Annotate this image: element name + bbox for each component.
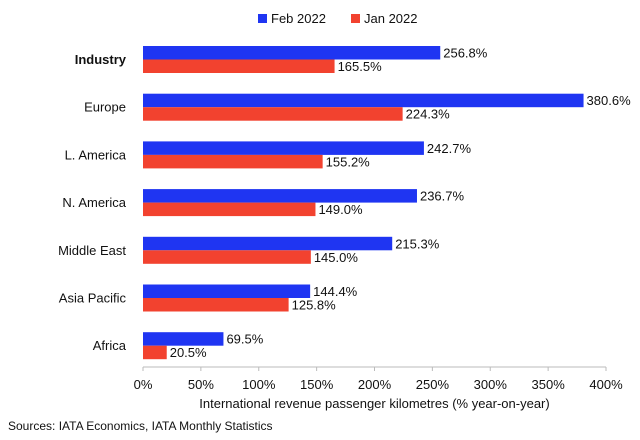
data-label-2-5: 145.0% — [314, 250, 359, 265]
x-tick-label-9: 400% — [589, 377, 623, 392]
category-label-2: Europe — [84, 100, 126, 115]
legend-swatch-1 — [258, 14, 267, 23]
x-tick-label-7: 300% — [474, 377, 508, 392]
bar-1-7 — [143, 332, 224, 346]
bar-1-6 — [143, 284, 311, 298]
bar-1-1 — [143, 46, 441, 60]
data-label-2-2: 224.3% — [406, 107, 451, 122]
bar-2-6 — [143, 298, 289, 312]
category-label-6: Asia Pacific — [59, 291, 127, 306]
x-tick-label-1: 0% — [134, 377, 153, 392]
data-label-1-2: 380.6% — [587, 93, 632, 108]
data-label-1-7: 69.5% — [226, 332, 263, 347]
x-tick-label-6: 250% — [416, 377, 450, 392]
bar-2-4 — [143, 202, 316, 217]
bar-2-3 — [143, 154, 323, 169]
bar-2-7 — [143, 345, 167, 360]
data-label-2-1: 165.5% — [338, 59, 383, 74]
category-label-3: L. America — [65, 147, 127, 162]
data-label-1-4: 236.7% — [420, 189, 465, 204]
data-label-2-3: 155.2% — [326, 154, 371, 169]
bar-2-1 — [143, 59, 335, 73]
x-tick-label-8: 350% — [532, 377, 566, 392]
data-label-2-4: 149.0% — [318, 202, 363, 217]
bar-2-5 — [143, 250, 311, 264]
bar-1-5 — [143, 236, 393, 251]
source-note: Sources: IATA Economics, IATA Monthly St… — [8, 419, 273, 433]
data-label-1-6: 144.4% — [313, 284, 358, 299]
data-label-1-5: 215.3% — [395, 236, 440, 251]
x-tick-label-4: 150% — [300, 377, 334, 392]
legend-swatch-2 — [351, 14, 360, 23]
legend-label-1: Feb 2022 — [271, 11, 326, 26]
legend-label-2: Jan 2022 — [364, 11, 418, 26]
bar-1-3 — [143, 141, 424, 155]
data-label-2-6: 125.8% — [292, 298, 337, 313]
x-axis-title: International revenue passenger kilometr… — [199, 396, 549, 411]
category-label-7: Africa — [93, 338, 127, 353]
bar-1-4 — [143, 189, 417, 203]
category-label-1: Industry — [75, 52, 127, 67]
category-label-4: N. America — [62, 195, 126, 210]
data-label-1-1: 256.8% — [443, 46, 488, 61]
x-tick-label-2: 50% — [188, 377, 214, 392]
x-tick-label-3: 100% — [242, 377, 276, 392]
x-tick-label-5: 200% — [358, 377, 392, 392]
bar-1-2 — [143, 93, 584, 108]
category-label-5: Middle East — [58, 243, 126, 258]
data-label-2-7: 20.5% — [170, 345, 207, 360]
data-label-1-3: 242.7% — [427, 141, 472, 156]
bar-2-2 — [143, 107, 403, 121]
